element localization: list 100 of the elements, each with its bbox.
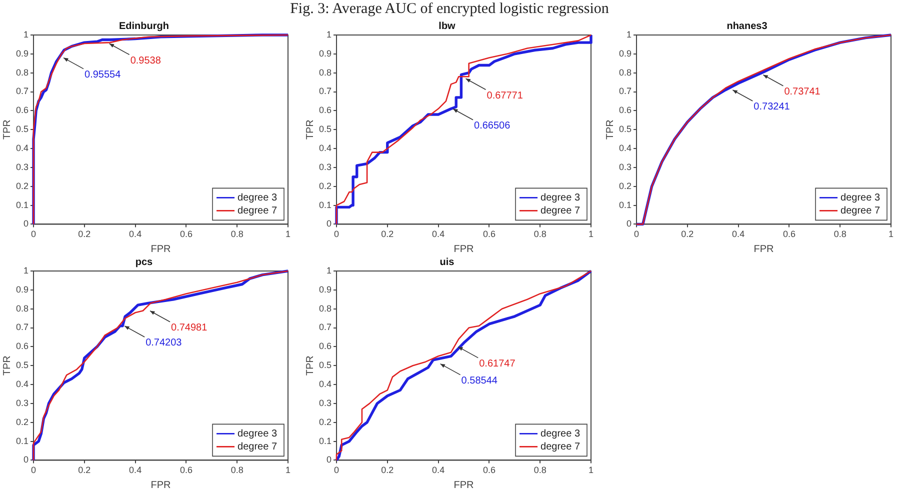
x-tick-label: 0 [31, 465, 36, 476]
x-tick-label: 0.4 [129, 465, 142, 476]
x-tick-label: 0 [634, 229, 640, 240]
x-tick-label: 0.6 [482, 229, 496, 240]
x-tick-label: 0.6 [482, 465, 496, 476]
y-axis-title: TPR [604, 120, 616, 140]
x-tick-label: 0.8 [230, 465, 244, 476]
x-tick-label: 0.2 [78, 465, 91, 476]
y-tick-label: 0.9 [318, 284, 332, 294]
annotation: 0.95554 [84, 70, 122, 81]
y-tick-label: 0.9 [16, 284, 29, 294]
y-tick-label: 0.6 [16, 105, 29, 116]
y-tick-label: 0.7 [318, 322, 332, 332]
annotation: 0.61747 [479, 358, 516, 370]
y-tick-label: 0.8 [16, 303, 29, 314]
y-tick-label: 1 [23, 265, 29, 276]
x-axis-title: FPR [454, 244, 474, 255]
x-tick-label: 0.6 [782, 229, 796, 240]
x-tick-label: 0.2 [681, 229, 694, 240]
x-tick-label: 0.8 [230, 229, 244, 240]
y-tick-label: 1 [326, 29, 332, 40]
y-tick-label: 0.3 [16, 162, 29, 172]
x-tick-label: 1 [588, 465, 594, 476]
x-tick-label: 0.8 [534, 229, 546, 240]
y-tick-label: 0.2 [618, 180, 632, 191]
y-tick-label: 0.1 [318, 436, 332, 446]
y-tick-label: 0.9 [618, 48, 632, 58]
y-tick-label: 0.2 [318, 180, 332, 191]
x-tick-label: 0.4 [732, 229, 745, 240]
y-tick-label: 0.6 [318, 105, 332, 116]
y-tick-label: 0.3 [618, 162, 632, 172]
x-axis-title: FPR [454, 480, 474, 491]
x-tick-label: 1 [285, 465, 291, 476]
x-tick-label: 0.8 [834, 229, 846, 240]
chart-title: Edinburgh [119, 20, 169, 32]
x-tick-label: 1 [888, 229, 894, 240]
legend-label: degree 7 [540, 441, 580, 452]
x-tick-label: 0.2 [78, 229, 91, 240]
x-tick-label: 0 [31, 229, 36, 240]
y-axis-title: TPR [2, 120, 13, 140]
y-tick-label: 0.1 [618, 200, 632, 210]
y-tick-label: 0.8 [618, 67, 632, 78]
legend-label: degree 7 [238, 441, 278, 452]
legend-label: degree 3 [238, 192, 278, 204]
y-tick-label: 0.2 [318, 416, 332, 427]
y-tick-label: 1 [626, 29, 632, 40]
x-tick-label: 0.2 [381, 229, 394, 240]
y-tick-label: 0.3 [16, 398, 29, 408]
y-tick-label: 0 [626, 218, 632, 229]
y-tick-label: 0.6 [318, 341, 332, 352]
chart-title: pcs [135, 256, 154, 268]
x-tick-label: 1 [588, 229, 594, 240]
y-tick-label: 0 [23, 218, 29, 229]
y-tick-label: 0.7 [16, 322, 29, 332]
y-tick-label: 0.2 [16, 416, 29, 427]
y-tick-label: 0.4 [618, 143, 632, 154]
y-tick-label: 0.8 [318, 303, 332, 314]
y-tick-label: 0.7 [618, 86, 632, 96]
y-tick-label: 0.8 [318, 67, 332, 78]
y-tick-label: 0.3 [318, 398, 332, 408]
y-tick-label: 0 [23, 454, 29, 465]
annotation: 0.67771 [486, 90, 524, 102]
y-tick-label: 0.5 [16, 124, 29, 134]
y-tick-label: 0.7 [318, 86, 332, 96]
legend-label: degree 7 [238, 205, 278, 216]
y-tick-label: 0.6 [16, 341, 29, 352]
chart-title: uis [440, 256, 455, 268]
legend-label: degree 3 [540, 192, 580, 204]
annotation: 0.74203 [146, 338, 182, 349]
x-tick-label: 0 [334, 465, 340, 476]
x-tick-label: 0.4 [129, 229, 142, 240]
x-tick-label: 1 [285, 229, 291, 240]
y-tick-label: 1 [23, 29, 29, 40]
y-tick-label: 0.8 [16, 67, 29, 78]
y-tick-label: 0.9 [16, 48, 29, 58]
y-tick-label: 0.1 [16, 200, 29, 210]
y-tick-label: 0.4 [318, 143, 332, 154]
annotation: 0.66506 [474, 120, 511, 132]
y-axis-title: TPR [2, 356, 13, 376]
x-tick-label: 0.8 [534, 465, 546, 476]
chart-title: lbw [438, 20, 456, 32]
y-tick-label: 0.5 [318, 360, 332, 370]
x-axis-title: FPR [150, 244, 171, 255]
legend-label: degree 3 [840, 192, 880, 204]
legend-label: degree 3 [238, 428, 278, 440]
annotation: 0.58544 [461, 376, 498, 387]
x-axis-title: FPR [150, 480, 171, 491]
y-tick-label: 0.6 [618, 105, 632, 116]
y-tick-label: 0.2 [16, 180, 29, 191]
annotation: 0.73241 [754, 102, 790, 113]
y-tick-label: 0.7 [16, 86, 29, 96]
y-tick-label: 0.4 [16, 379, 29, 390]
y-axis-title: TPR [304, 356, 316, 376]
y-tick-label: 1 [326, 265, 332, 276]
annotation: 0.73741 [784, 86, 821, 98]
legend-label: degree 7 [840, 205, 880, 216]
legend-label: degree 3 [540, 428, 580, 440]
y-tick-label: 0.5 [318, 124, 332, 134]
y-tick-label: 0.4 [16, 143, 29, 154]
y-tick-label: 0.5 [16, 360, 29, 370]
